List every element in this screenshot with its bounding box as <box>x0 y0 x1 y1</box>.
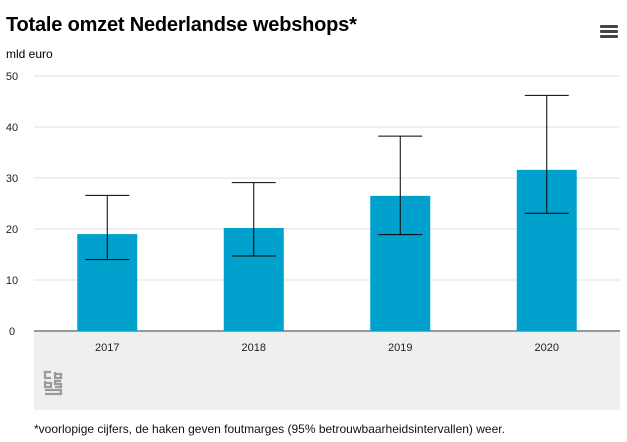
x-tick-label: 2020 <box>535 342 559 354</box>
cbs-logo-icon <box>43 370 63 396</box>
x-axis-ticks: 2017 2018 2019 2020 <box>95 342 559 354</box>
x-tick-label: 2018 <box>242 342 266 354</box>
y-unit-label: mld euro <box>6 47 53 61</box>
x-tick-label: 2019 <box>388 342 412 354</box>
y-tick-label: 0 <box>9 326 15 338</box>
x-tick-label: 2017 <box>95 342 119 354</box>
bars <box>77 169 577 331</box>
y-tick-label: 10 <box>6 275 18 287</box>
error-bar-2019 <box>378 135 423 236</box>
error-bars <box>85 94 569 261</box>
error-bar-2020 <box>524 94 569 214</box>
footnote: *voorlopige cijfers, de haken geven fout… <box>34 422 505 436</box>
error-bar-2017 <box>85 194 130 261</box>
chart-title: Totale omzet Nederlandse webshops* <box>6 14 357 36</box>
error-bar-2018 <box>231 182 276 257</box>
y-axis-ticks: 0 10 20 30 40 50 <box>6 71 18 338</box>
hamburger-menu-icon[interactable] <box>600 25 618 39</box>
y-tick-label: 50 <box>6 71 18 83</box>
y-tick-label: 30 <box>6 173 18 185</box>
x-axis-panel <box>34 332 620 410</box>
y-tick-label: 40 <box>6 122 18 134</box>
y-tick-label: 20 <box>6 224 18 236</box>
